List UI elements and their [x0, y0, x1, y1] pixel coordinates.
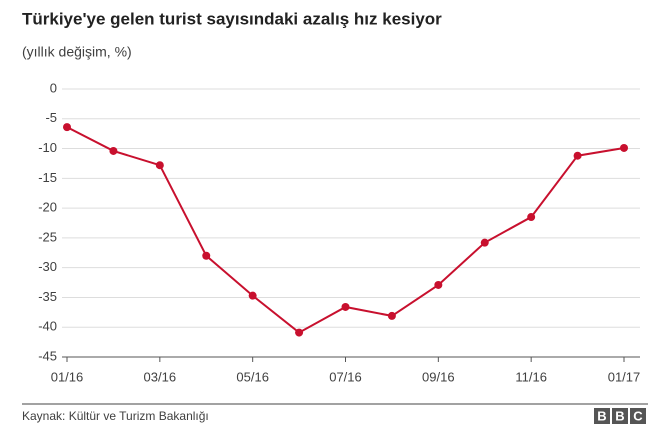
series-line [66, 126, 625, 334]
data-point [248, 291, 257, 300]
logo-box [630, 408, 646, 424]
logo-letter: B [597, 408, 606, 423]
logo-letter: C [633, 408, 643, 423]
chart-title: Türkiye'ye gelen turist sayısındaki azal… [22, 9, 442, 28]
y-tick-label: -45 [38, 348, 57, 363]
x-tick-label: 05/16 [236, 369, 269, 384]
y-tick-label: -30 [38, 259, 57, 274]
y-tick-label: -35 [38, 289, 57, 304]
logo-letter: B [615, 408, 624, 423]
x-tick-label: 11/16 [515, 369, 547, 384]
data-point [341, 302, 350, 311]
y-tick-label: -25 [38, 229, 57, 244]
data-point [527, 213, 536, 222]
data-point [295, 328, 304, 337]
logo-box [612, 408, 628, 424]
logo-box [594, 408, 610, 424]
y-tick-label: -15 [38, 170, 57, 185]
data-point [63, 123, 71, 132]
x-tick-label: 09/16 [422, 369, 455, 384]
y-tick-label: -10 [38, 140, 57, 155]
data-point [434, 280, 443, 289]
x-tick-label: 01/17 [608, 369, 641, 384]
data-point [155, 161, 164, 170]
data-point [620, 143, 628, 152]
data-point [387, 311, 396, 320]
x-tick-label: 07/16 [329, 369, 362, 384]
data-point [202, 251, 211, 260]
data-point [109, 146, 118, 155]
y-tick-label: -5 [45, 110, 57, 125]
y-tick-label: -40 [38, 319, 57, 334]
y-tick-label: -20 [38, 200, 57, 215]
data-point [480, 238, 489, 247]
x-tick-label: 01/16 [51, 369, 84, 384]
source: Kaynak: Kültür ve Turizm Bakanlığı [22, 409, 209, 423]
x-tick-label: 03/16 [144, 369, 177, 384]
data-point [573, 151, 582, 160]
chart-subtitle: (yıllık değişim, %) [22, 44, 132, 60]
y-tick-label: 0 [50, 80, 57, 95]
